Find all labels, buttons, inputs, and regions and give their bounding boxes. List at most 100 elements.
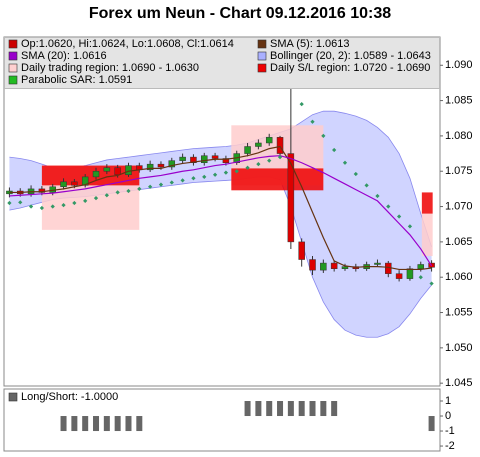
candle-body bbox=[168, 160, 176, 168]
sar-dot bbox=[321, 133, 326, 139]
y-tick-label: 1.070 bbox=[445, 200, 473, 212]
sar-dot bbox=[61, 203, 66, 208]
long-short-bar bbox=[298, 401, 305, 417]
sar-dot bbox=[50, 204, 55, 209]
sar-dot bbox=[277, 154, 283, 160]
candle-body bbox=[417, 264, 425, 269]
sar-dot bbox=[212, 172, 218, 177]
long-short-bar bbox=[287, 401, 294, 417]
long-short-bar bbox=[320, 401, 327, 417]
long-short-bar bbox=[244, 401, 251, 417]
candle-body bbox=[125, 165, 132, 176]
candle-body bbox=[255, 142, 262, 147]
legend-swatch bbox=[8, 392, 18, 402]
candle-body bbox=[320, 262, 327, 271]
sar-dot bbox=[386, 204, 391, 209]
sar-dot bbox=[180, 178, 185, 183]
legend-swatch bbox=[8, 51, 18, 61]
candle-body bbox=[81, 176, 89, 186]
candle-body bbox=[71, 181, 78, 186]
sar-dot bbox=[267, 158, 272, 163]
sar-dot bbox=[418, 275, 423, 280]
sar-dot bbox=[234, 169, 239, 174]
legend-label: Parabolic SAR: 1.0591 bbox=[21, 74, 132, 86]
sar-dot bbox=[104, 193, 109, 198]
long-short-bar bbox=[93, 416, 100, 432]
candle-body bbox=[157, 163, 165, 168]
sar-dot bbox=[342, 160, 348, 165]
candle-body bbox=[114, 167, 121, 176]
legend-label: Long/Short: -1.0000 bbox=[21, 391, 118, 403]
sar-dot bbox=[115, 190, 120, 195]
legend-label: SMA (20): 1.0616 bbox=[21, 50, 107, 62]
sar-dot bbox=[93, 195, 99, 201]
candle-body bbox=[298, 241, 305, 260]
long-short-bar bbox=[103, 416, 110, 432]
candle-body bbox=[222, 158, 230, 164]
long-short-bar bbox=[309, 401, 316, 417]
sar-dot bbox=[28, 204, 34, 209]
y-tick-label: 1.065 bbox=[445, 236, 473, 248]
sar-dot bbox=[83, 198, 88, 204]
long-short-bar bbox=[255, 401, 262, 417]
y-tick-label: 1.050 bbox=[445, 342, 473, 354]
candle-body bbox=[330, 262, 338, 269]
legend-box bbox=[4, 37, 440, 89]
legend-swatch bbox=[257, 63, 267, 73]
candle-body bbox=[244, 146, 251, 154]
sar-dot bbox=[223, 170, 229, 175]
candle-body bbox=[406, 268, 414, 279]
sma-line bbox=[9, 145, 432, 271]
candle-body bbox=[265, 137, 273, 144]
long-short-bar bbox=[266, 401, 273, 417]
long-short-bar bbox=[331, 401, 338, 417]
candle-body bbox=[201, 155, 208, 164]
sar-dot bbox=[169, 180, 174, 185]
sar-dot bbox=[396, 214, 402, 219]
legend-swatch bbox=[257, 39, 267, 49]
sar-dot bbox=[245, 165, 250, 170]
long-short-bar bbox=[136, 416, 143, 432]
y-tick-label: 1.045 bbox=[445, 377, 473, 389]
y-tick-label: 1.080 bbox=[445, 130, 473, 142]
candle-body bbox=[341, 266, 349, 269]
legend-swatch bbox=[257, 51, 267, 61]
region bbox=[421, 213, 433, 257]
sar-dot bbox=[256, 162, 261, 167]
sar-dot bbox=[126, 188, 131, 194]
sar-dot bbox=[137, 186, 142, 192]
sar-dot bbox=[364, 183, 369, 188]
y-tick-label: 1.060 bbox=[445, 271, 473, 283]
sma-line bbox=[9, 155, 433, 267]
long-short-bar bbox=[428, 416, 435, 432]
long-short-bar bbox=[114, 416, 121, 432]
long-short-bar bbox=[125, 416, 132, 432]
legend-label: Op:1.0620, Hi:1.0624, Lo:1.0608, Cl:1.06… bbox=[21, 38, 234, 50]
sar-dot bbox=[407, 224, 413, 229]
sar-dot bbox=[7, 200, 12, 206]
long-short-bar bbox=[71, 416, 78, 432]
candle-body bbox=[146, 163, 154, 171]
candle-body bbox=[38, 188, 46, 193]
y-tick-label: 1.090 bbox=[445, 59, 473, 71]
candle-body bbox=[190, 156, 197, 164]
y-tick-label: 0 bbox=[445, 410, 451, 422]
region bbox=[231, 168, 324, 191]
y-tick-label: -1 bbox=[445, 425, 455, 437]
legend-label: Daily trading region: 1.0690 - 1.0630 bbox=[21, 62, 199, 74]
sar-dot bbox=[39, 205, 45, 211]
long-short-bar bbox=[277, 401, 284, 417]
legend-label: SMA (5): 1.0613 bbox=[270, 38, 350, 50]
candle-body bbox=[395, 273, 403, 279]
sar-dot bbox=[375, 193, 380, 199]
candle-body bbox=[374, 262, 381, 265]
y-tick-label: -2 bbox=[445, 440, 455, 452]
long-short-bar bbox=[82, 416, 89, 432]
sar-dot bbox=[18, 200, 23, 205]
sar-dot bbox=[353, 171, 358, 177]
region bbox=[421, 192, 433, 214]
y-tick-label: 1.085 bbox=[445, 94, 473, 106]
candle-body bbox=[60, 181, 67, 188]
candle-body bbox=[276, 137, 284, 154]
